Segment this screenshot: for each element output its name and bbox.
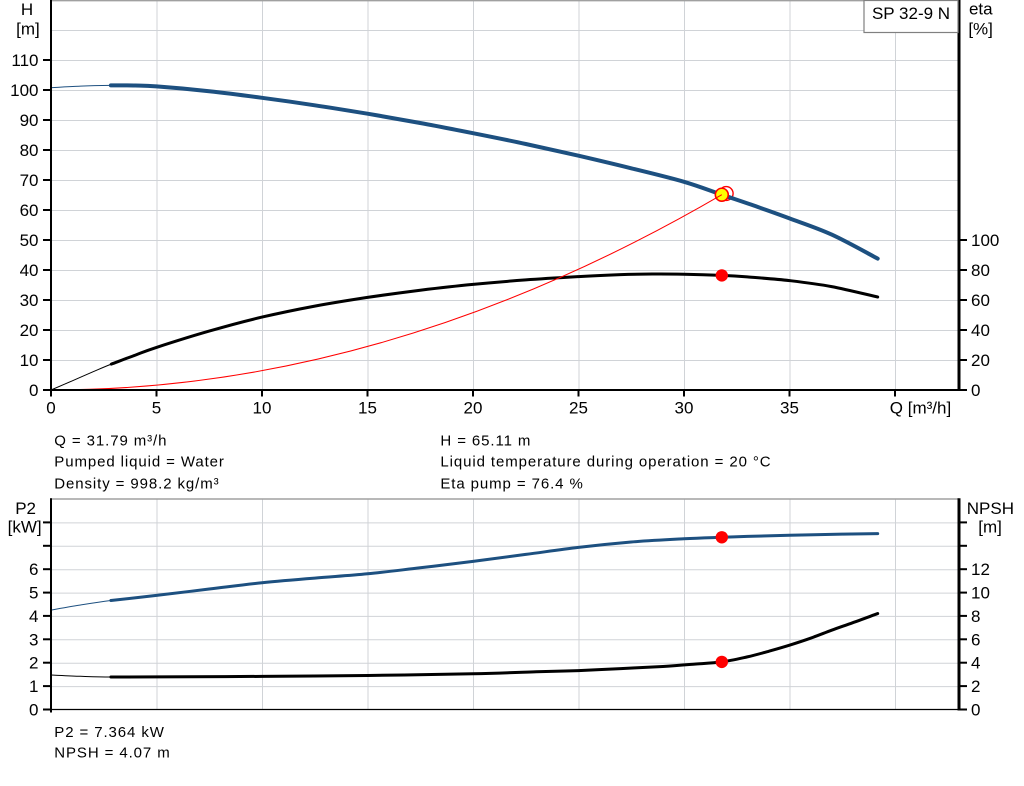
svg-text:3: 3 <box>29 630 38 649</box>
svg-text:6: 6 <box>29 560 38 579</box>
svg-text:5: 5 <box>29 584 38 603</box>
svg-text:20: 20 <box>971 351 990 370</box>
svg-text:6: 6 <box>971 630 980 649</box>
svg-text:35: 35 <box>780 398 799 417</box>
svg-text:10: 10 <box>20 351 39 370</box>
svg-text:60: 60 <box>20 201 39 220</box>
svg-text:4: 4 <box>29 607 38 626</box>
svg-text:110: 110 <box>11 51 38 70</box>
svg-text:30: 30 <box>675 398 694 417</box>
svg-text:H = 65.11 m: H = 65.11 m <box>440 432 531 449</box>
svg-text:2: 2 <box>971 677 980 696</box>
svg-text:90: 90 <box>20 111 39 130</box>
svg-text:Q [m³/h]: Q [m³/h] <box>890 398 951 417</box>
svg-text:[%]: [%] <box>968 20 993 39</box>
svg-text:0: 0 <box>971 381 980 400</box>
svg-text:20: 20 <box>20 321 39 340</box>
svg-text:70: 70 <box>20 171 39 190</box>
svg-text:100: 100 <box>10 81 38 100</box>
svg-text:8: 8 <box>971 607 980 626</box>
svg-text:Q = 31.79 m³/h: Q = 31.79 m³/h <box>54 432 167 449</box>
svg-text:[m]: [m] <box>978 518 1002 537</box>
svg-text:10: 10 <box>971 584 990 603</box>
svg-text:100: 100 <box>971 231 999 250</box>
svg-text:0: 0 <box>971 701 980 720</box>
svg-text:P2 = 7.364 kW: P2 = 7.364 kW <box>54 724 165 741</box>
svg-text:4: 4 <box>971 654 980 673</box>
svg-text:[kW]: [kW] <box>8 518 42 537</box>
svg-text:Eta pump = 76.4 %: Eta pump = 76.4 % <box>440 475 583 492</box>
svg-text:25: 25 <box>569 398 588 417</box>
svg-text:12: 12 <box>971 560 990 579</box>
svg-text:NPSH = 4.07 m: NPSH = 4.07 m <box>54 744 170 761</box>
svg-text:80: 80 <box>971 261 990 280</box>
svg-text:30: 30 <box>20 291 39 310</box>
svg-text:Density = 998.2 kg/m³: Density = 998.2 kg/m³ <box>54 475 219 492</box>
svg-text:NPSH: NPSH <box>967 499 1014 518</box>
svg-text:50: 50 <box>20 231 39 250</box>
svg-text:0: 0 <box>46 398 55 417</box>
svg-text:[m]: [m] <box>16 19 40 38</box>
svg-text:40: 40 <box>20 261 39 280</box>
svg-text:60: 60 <box>971 291 990 310</box>
svg-text:0: 0 <box>29 381 38 400</box>
svg-text:40: 40 <box>971 321 990 340</box>
svg-text:Pumped liquid = Water: Pumped liquid = Water <box>54 454 225 471</box>
svg-text:eta: eta <box>969 0 993 19</box>
svg-text:0: 0 <box>29 701 38 720</box>
svg-text:1: 1 <box>29 677 38 696</box>
svg-text:H: H <box>21 0 33 19</box>
svg-text:80: 80 <box>20 141 39 160</box>
svg-text:5: 5 <box>152 398 161 417</box>
svg-text:SP 32-9 N: SP 32-9 N <box>872 4 950 23</box>
svg-text:15: 15 <box>358 398 377 417</box>
svg-text:2: 2 <box>29 654 38 673</box>
svg-text:10: 10 <box>253 398 272 417</box>
svg-text:Liquid temperature during oper: Liquid temperature during operation = 20… <box>440 454 771 471</box>
svg-text:P2: P2 <box>15 499 36 518</box>
svg-text:20: 20 <box>464 398 483 417</box>
